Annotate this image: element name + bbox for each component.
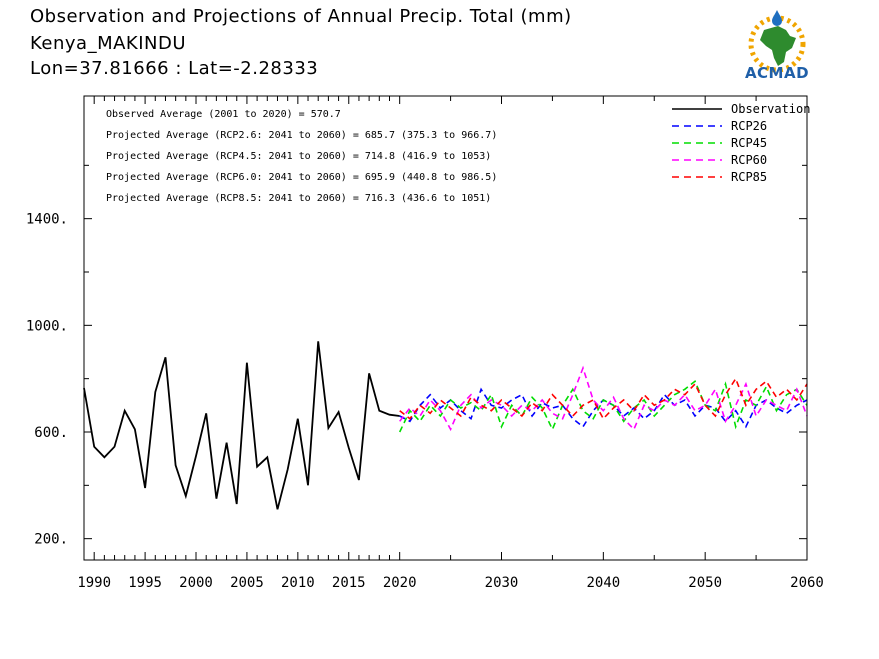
x-tick-label: 2000 <box>179 575 213 591</box>
x-tick-label: 2015 <box>332 575 366 591</box>
annotation-text: Projected Average (RCP4.5: 2041 to 2060)… <box>106 151 491 162</box>
x-tick-label: 2010 <box>281 575 315 591</box>
axis-ticks: 1990 1995 2000 2005 2010 2015 2020 2030 2040 2050… <box>26 96 824 591</box>
y-tick-label: 200. <box>34 532 68 548</box>
station-coords: Lon=37.81666 : Lat=-2.28333 <box>30 58 319 79</box>
y-tick-label: 600. <box>34 425 68 441</box>
station-name: Kenya_MAKINDU <box>30 33 187 54</box>
africa-map-icon <box>760 26 796 66</box>
acmad-logo-text: ACMAD <box>744 64 810 82</box>
chart-title: Observation and Projections of Annual Pr… <box>30 6 572 27</box>
series-line-rcp45 <box>398 380 808 433</box>
legend-label: RCP85 <box>731 170 767 184</box>
y-tick-label: 1000. <box>26 318 68 334</box>
acmad-logo-icon <box>748 10 806 73</box>
x-tick-label: 2030 <box>485 575 519 591</box>
x-tick-label: 2005 <box>230 575 264 591</box>
annotation-text: Observed Average (2001 to 2020) = 570.7 <box>106 109 341 120</box>
legend: Observation RCP26 RCP45 RCP60 RCP85 <box>672 102 810 184</box>
annotation-text: Projected Average (RCP8.5: 2041 to 2060)… <box>106 193 491 204</box>
legend-label: RCP45 <box>731 136 767 150</box>
annotation-text: Projected Average (RCP6.0: 2041 to 2060)… <box>106 172 497 183</box>
x-tick-label: 2020 <box>383 575 417 591</box>
legend-label: RCP26 <box>731 119 767 133</box>
x-tick-label: 2040 <box>586 575 620 591</box>
x-tick-label: 1995 <box>128 575 162 591</box>
water-drop-icon <box>772 10 782 26</box>
series-line-rcp60 <box>399 365 808 432</box>
plot-frame <box>83 95 808 561</box>
x-tick-label: 2060 <box>790 575 824 591</box>
annotations-group: Observed Average (2001 to 2020) = 570.7 P… <box>106 109 497 204</box>
legend-label: Observation <box>731 102 810 116</box>
annotation-text: Projected Average (RCP2.6: 2041 to 2060)… <box>106 130 497 141</box>
x-tick-label: 1990 <box>77 575 111 591</box>
series-layer <box>83 341 808 510</box>
x-tick-label: 2050 <box>688 575 722 591</box>
series-line-observation <box>83 341 400 510</box>
y-tick-label: 1400. <box>26 212 68 228</box>
legend-label: RCP60 <box>731 153 767 167</box>
